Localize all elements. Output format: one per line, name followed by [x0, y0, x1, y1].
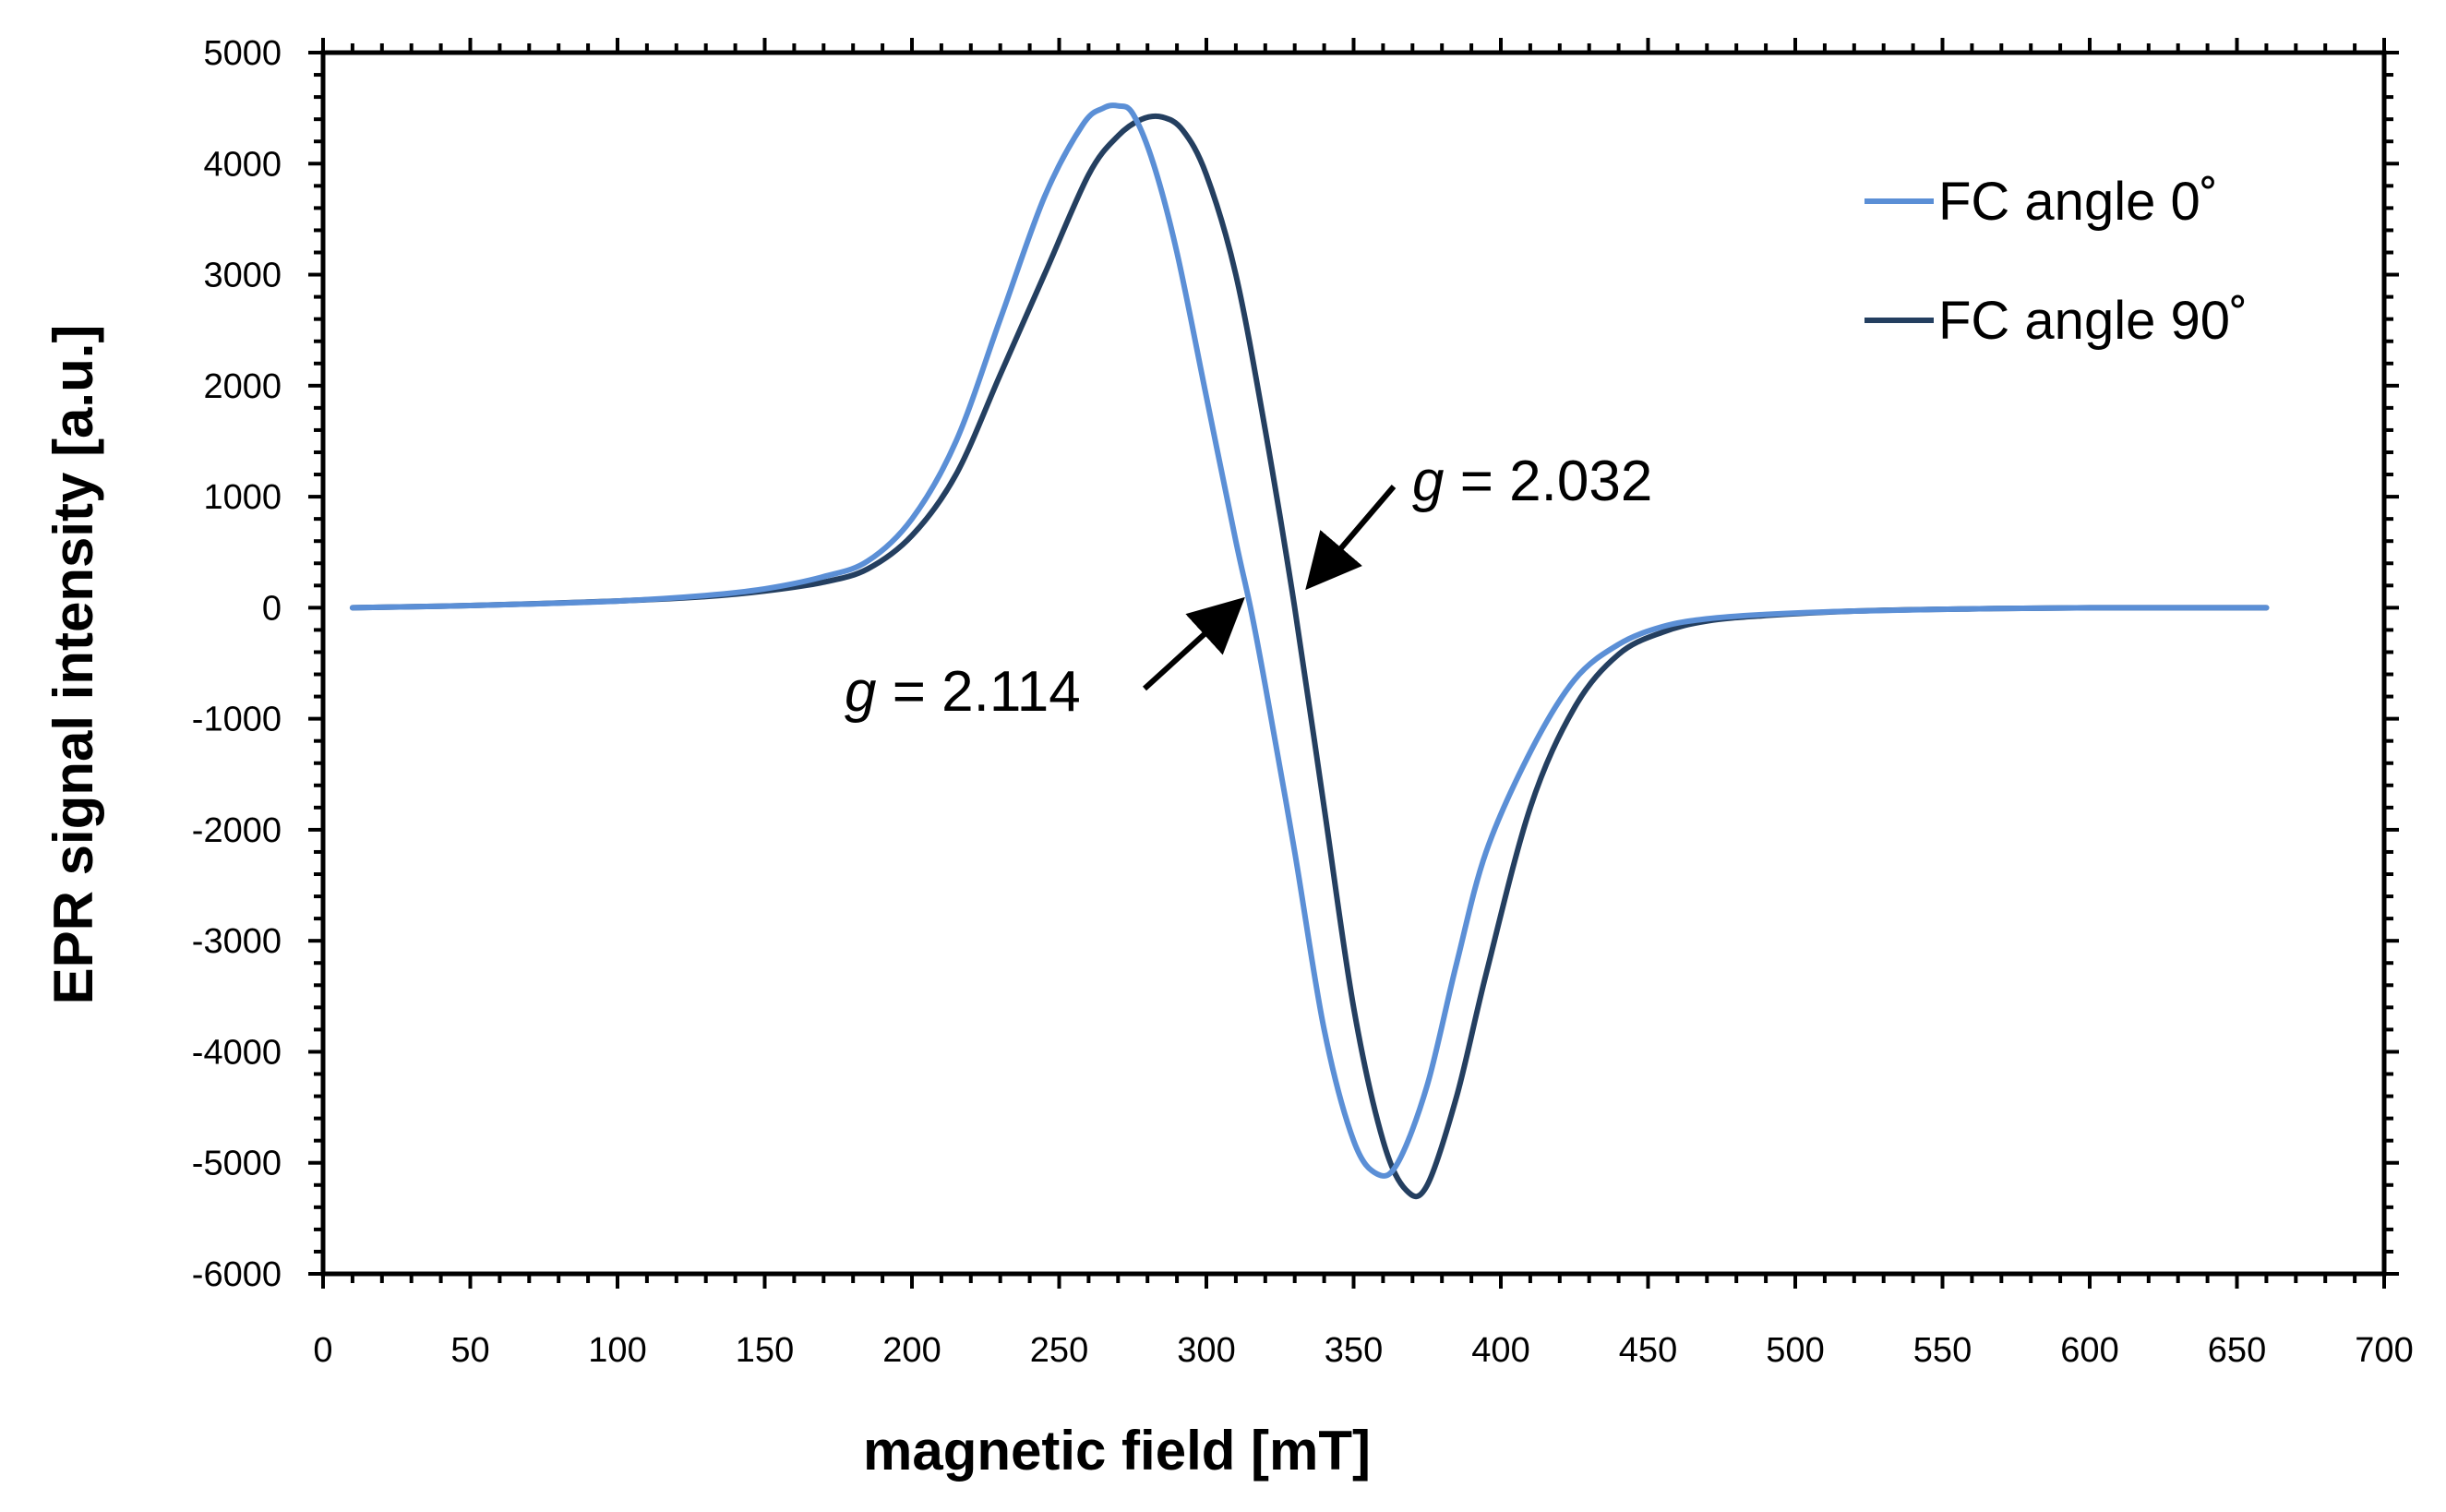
- series-group: [349, 102, 2270, 1200]
- annotation-g-2114: g = 2.114: [845, 596, 1245, 724]
- y-tick-label: -5000: [192, 1145, 282, 1183]
- legend-label-1: FC angle 90˚: [1938, 291, 2248, 351]
- y-tick-label: 4000: [203, 145, 282, 184]
- annotation-arrow-2114: [1142, 596, 1245, 691]
- x-tick-label: 150: [736, 1331, 794, 1370]
- y-axis-title: EPR signal intensity [a.u.]: [42, 325, 104, 1005]
- y-tick-label: -4000: [192, 1033, 282, 1072]
- annotation-value-2032: = 2.032: [1444, 450, 1652, 513]
- y-tick-label: 5000: [203, 34, 282, 73]
- y-tick-label: -6000: [192, 1255, 282, 1294]
- x-tick-label: 300: [1177, 1331, 1235, 1370]
- x-tick-label: 400: [1471, 1331, 1529, 1370]
- x-axis-ticks: [321, 38, 2386, 1289]
- y-tick-label: -3000: [192, 922, 282, 961]
- y-tick-label: 2000: [203, 367, 282, 406]
- x-tick-label: 500: [1766, 1331, 1824, 1370]
- annotation-label-2114: g = 2.114: [845, 660, 1081, 724]
- x-tick-label: 200: [882, 1331, 941, 1370]
- legend: FC angle 0˚ FC angle 90˚: [1864, 172, 2248, 351]
- x-tick-label: 50: [450, 1331, 489, 1370]
- x-tick-label: 650: [2208, 1331, 2266, 1370]
- y-tick-label: 0: [262, 589, 282, 628]
- annotation-var-2032: g: [1412, 450, 1444, 513]
- y-tick-label: -2000: [192, 811, 282, 850]
- annotation-g-2032: g = 2.032: [1305, 450, 1652, 591]
- x-axis-title: magnetic field [mT]: [863, 1420, 1371, 1482]
- x-tick-label: 250: [1030, 1331, 1088, 1370]
- x-tick-label: 100: [588, 1331, 646, 1370]
- annotation-arrow-2032: [1305, 485, 1397, 591]
- x-tick-label: 450: [1619, 1331, 1677, 1370]
- x-tick-label: 700: [2355, 1331, 2413, 1370]
- x-tick-label: 600: [2060, 1331, 2118, 1370]
- annotation-label-2032: g = 2.032: [1412, 450, 1652, 513]
- plot-frame: [320, 50, 2387, 1277]
- y-tick-label: 1000: [203, 478, 282, 517]
- series-line-0: [349, 102, 2270, 1179]
- series-line-1: [349, 113, 2270, 1200]
- y-tick-label: -1000: [192, 701, 282, 739]
- annotation-value-2114: = 2.114: [876, 660, 1080, 724]
- legend-label-0: FC angle 0˚: [1938, 172, 2218, 232]
- x-tick-label: 550: [1913, 1331, 1972, 1370]
- x-tick-label: 350: [1325, 1331, 1383, 1370]
- y-axis-tick-labels: 5000 4000 3000 2000 1000 0 -1000 -2000 -3000 -400…: [192, 34, 282, 1294]
- x-tick-label: 0: [313, 1331, 332, 1370]
- y-tick-label: 3000: [203, 257, 282, 295]
- y-axis-ticks: [308, 51, 2399, 1276]
- x-axis-tick-labels: 0 50 100 150 200 250 300 350 400 450 500 550 600 650 7…: [313, 1331, 2413, 1370]
- annotation-var-2114: g: [845, 660, 876, 724]
